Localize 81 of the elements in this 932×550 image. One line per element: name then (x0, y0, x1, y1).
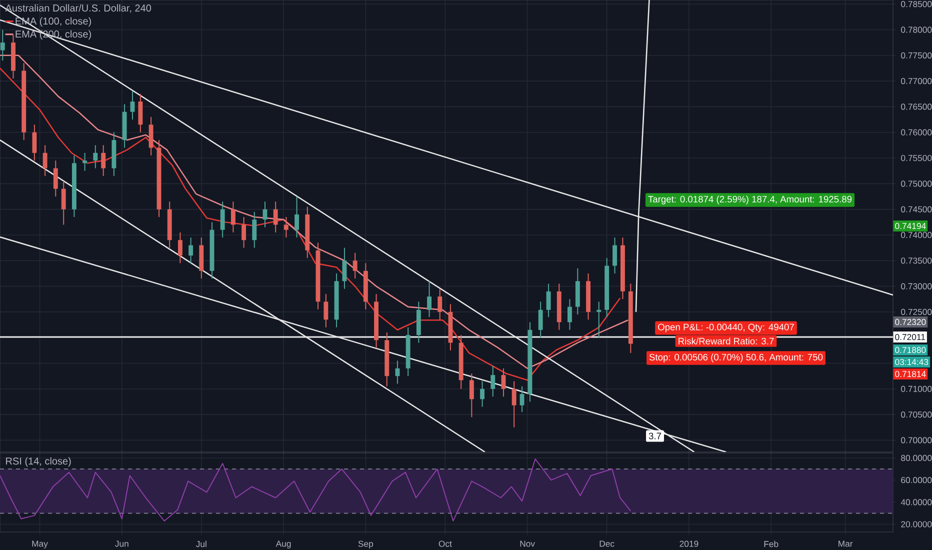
y-tick-label: 0.74500 (901, 206, 932, 212)
candlestick (0, 29, 5, 62)
candlestick (188, 237, 194, 264)
text: 0.74194 (895, 222, 926, 230)
y-tick-label: 80.0000 (901, 454, 932, 462)
candlestick (596, 301, 602, 338)
candlestick (220, 201, 225, 238)
y-tick-label: 0.75000 (901, 180, 932, 187)
y-tick-label: 60.0000 (901, 477, 932, 484)
candlestick (520, 386, 524, 412)
text: 0.72320 (895, 318, 926, 326)
annotation: Stop: 0.00506 (0.70%) 50.6, Amount: 750 (649, 354, 823, 362)
x-tick-label: Jul (196, 540, 206, 548)
candlestick (61, 180, 66, 226)
y-tick-label: 0.74000 (901, 232, 932, 238)
y-tick-label: 0.75500 (901, 154, 932, 162)
x-tick-label: Dec (600, 540, 614, 547)
annotation: Target: 0.01874 (2.59%) 187.4, Amount: 1925.89 (648, 196, 852, 204)
candlestick (138, 93, 143, 133)
y-tick-label: 0.70000 (901, 437, 932, 444)
text: 0.71814 (895, 370, 926, 378)
x-tick-label: 2019 (680, 540, 698, 547)
x-tick-label: Aug (276, 540, 291, 548)
x-tick-label: Mar (838, 540, 853, 547)
candlestick (352, 252, 358, 280)
candlestick (501, 368, 506, 398)
candlestick (342, 247, 347, 290)
x-tick-label: Jun (115, 540, 128, 547)
y-tick-label: 0.78500 (901, 1, 932, 8)
x-tick-label: Oct (438, 540, 452, 547)
y-tick-label: 40.0000 (900, 499, 932, 506)
y-tick-label: 0.77000 (901, 78, 932, 84)
candlestick (324, 293, 328, 328)
y-tick-label: 0.71000 (901, 386, 932, 392)
candlestick (512, 380, 516, 428)
candlestick (42, 144, 48, 176)
candlestick (538, 301, 543, 338)
text: 03:14:43 (895, 358, 928, 366)
candlestick (32, 124, 37, 162)
candlestick (294, 196, 300, 238)
candlestick (273, 201, 278, 233)
text: 0.71880 (895, 346, 926, 354)
line-series (0, 458, 632, 522)
y-tick-label: 0.73500 (901, 258, 932, 264)
x-tick-label: May (32, 540, 48, 548)
candlestick (53, 160, 58, 197)
y-tick-label: 0.73000 (901, 283, 932, 290)
candlestick (427, 280, 432, 318)
chart-title: Australian Dollar/U.S. Dollar, 240 (5, 4, 152, 13)
candlestick (252, 211, 257, 248)
y-tick-label: 0.76000 (901, 129, 932, 136)
y-tick-label: 0.78000 (901, 26, 932, 33)
y-tick-label: 0.72500 (901, 308, 932, 315)
candlestick (480, 380, 484, 408)
candlestick (490, 365, 496, 398)
candlestick (178, 232, 182, 264)
ref-line-label: 0.72011 (895, 334, 926, 340)
candlestick (230, 201, 236, 233)
x-tick-label: Nov (520, 540, 535, 547)
y-tick-label: 0.76500 (901, 104, 932, 110)
candlestick (438, 288, 442, 320)
x-tick-label: Feb (764, 540, 778, 548)
candlestick (284, 216, 288, 238)
candlestick (546, 283, 551, 318)
x-tick-label: Sep (358, 540, 374, 549)
y-tick-label: 20.0000 (901, 521, 932, 528)
annotation: 3.7 (648, 432, 662, 440)
annotation: Open P&L: -0.00440, Qty: 49407 (658, 324, 794, 332)
annotation: Risk/Reward Ratio: 3.7 (678, 338, 774, 344)
candlestick (612, 237, 617, 274)
candlestick (130, 90, 135, 120)
candlestick (101, 144, 106, 176)
candlestick (242, 216, 246, 248)
chart-title: RSI (14, close) (6, 457, 71, 467)
candlestick (82, 152, 88, 172)
candlestick (469, 373, 474, 418)
candlestick (567, 298, 572, 330)
candlestick (148, 116, 154, 156)
y-tick-label: 0.77500 (901, 52, 932, 58)
y-tick-label: 0.70500 (901, 411, 932, 418)
candlestick (93, 144, 98, 169)
